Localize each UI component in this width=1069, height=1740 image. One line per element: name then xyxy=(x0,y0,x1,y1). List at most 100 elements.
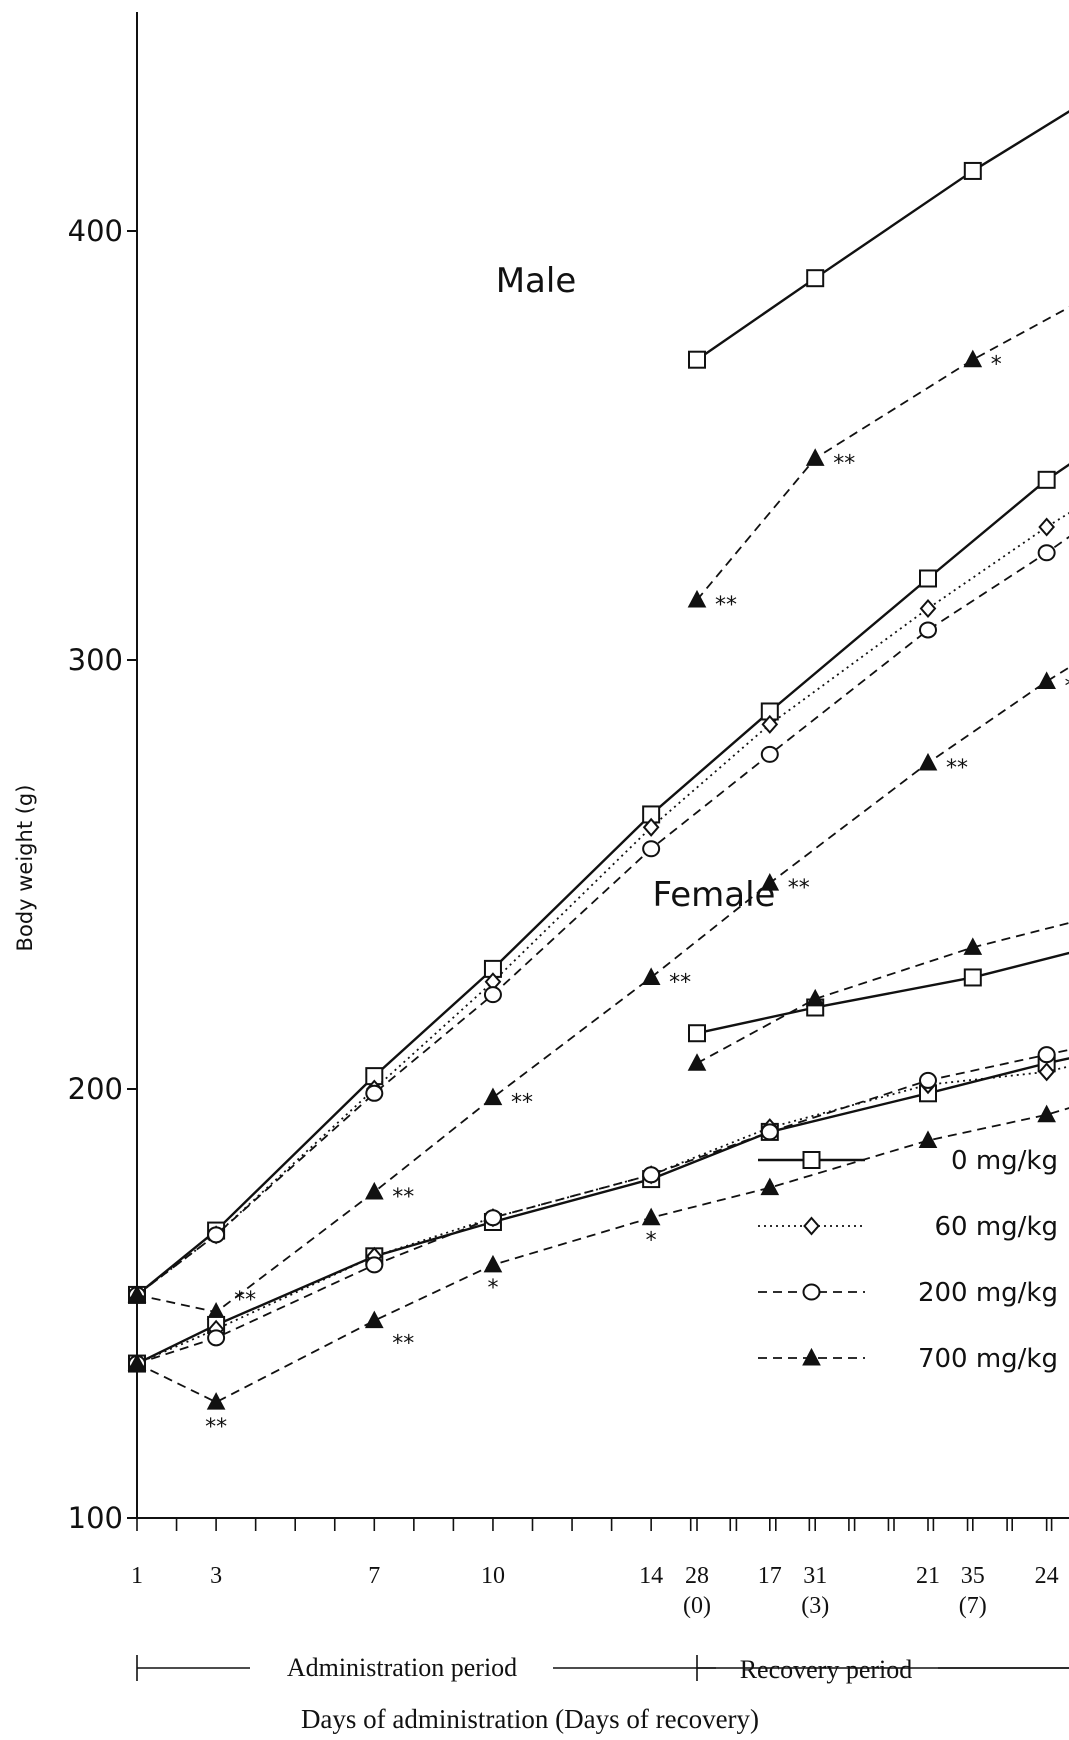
x-tick-sublabel: (3) xyxy=(801,1593,829,1619)
significance-mark: ** xyxy=(392,1185,414,1210)
point-male-700-mg-kg xyxy=(483,1087,503,1106)
significance-mark: ** xyxy=(205,1415,227,1440)
point-male-200-mg-kg xyxy=(760,745,779,763)
point-male-60-mg-kg xyxy=(642,817,660,837)
point-male-0-mg-kg xyxy=(919,569,937,588)
point-female-0-mg-kg xyxy=(688,1024,706,1043)
point-male-700-mg-kg xyxy=(127,1284,147,1303)
x-tick-label: 10 xyxy=(481,1563,505,1589)
point-female-700-mg-kg xyxy=(1037,1104,1056,1123)
x-tick-label: 1 xyxy=(131,1563,143,1589)
point-female-200-mg-kg xyxy=(919,1071,937,1089)
point-female-700-mg-kg xyxy=(641,1207,661,1226)
point-male-200-mg-kg xyxy=(919,621,937,639)
legend-marker xyxy=(803,1216,820,1236)
point-female-200-mg-kg xyxy=(642,1166,661,1184)
y-tick-label: 400 xyxy=(68,214,123,248)
point-female-200-mg-kg xyxy=(483,1209,502,1227)
legend: 0 mg/kg 60 mg/kg 200 mg/kg 700 mg/kg xyxy=(758,1146,1058,1374)
point-female-700-mg-kg xyxy=(127,1353,147,1372)
series-female-200-mg-kg xyxy=(128,1046,1069,1373)
point-male-200-mg-kg xyxy=(365,1084,384,1102)
legend-marker xyxy=(802,1151,821,1169)
legend-item-60-mg-kg: 60 mg/kg xyxy=(758,1212,1058,1242)
series-male-200-mg-kg xyxy=(128,535,1069,1304)
point-female-200-mg-kg xyxy=(365,1256,384,1274)
point-male-200-mg-kg xyxy=(642,840,661,858)
point-female-200-mg-kg xyxy=(207,1329,226,1347)
significance-mark: ** xyxy=(946,756,968,781)
point-male-0-mg-kg xyxy=(688,350,706,369)
x-tick-label: 17 xyxy=(758,1563,782,1589)
point-male-700-mg-kg xyxy=(641,967,661,985)
annotation-layer: **************************** xyxy=(205,353,1069,1440)
significance-mark: * xyxy=(487,1276,498,1301)
series-layer xyxy=(127,110,1069,1410)
male-group-label: Male xyxy=(496,261,577,301)
significance-mark: ** xyxy=(715,593,737,618)
point-male-200-mg-kg xyxy=(483,986,502,1004)
significance-mark: ** xyxy=(511,1091,533,1116)
point-male-0-mg-kg xyxy=(1037,470,1056,489)
significance-mark: ** xyxy=(669,970,691,995)
point-male-200-mg-kg xyxy=(207,1226,226,1244)
axes: 10020030040013710141721242828(0)31(3)35(… xyxy=(68,12,1069,1681)
legend-item-700-mg-kg: 700 mg/kg xyxy=(758,1344,1058,1374)
point-male-700-mg-kg xyxy=(963,349,983,368)
point-male-60-mg-kg xyxy=(761,714,779,734)
point-male-700-mg-kg xyxy=(687,589,707,608)
point-female-700-mg-kg xyxy=(918,1130,938,1148)
significance-mark: ** xyxy=(234,1288,256,1313)
point-female-700-mg-kg xyxy=(805,988,825,1007)
legend-label: 0 mg/kg xyxy=(951,1146,1058,1176)
line-male-700-mg-kg-admin xyxy=(136,666,1069,1313)
x-tick-label: 31 xyxy=(803,1563,827,1589)
line-female-700-mg-kg-recovery xyxy=(696,922,1069,1065)
line-male-0-mg-kg-recovery xyxy=(696,110,1069,361)
line-male-700-mg-kg-recovery xyxy=(696,306,1069,601)
line-female-60-mg-kg-admin xyxy=(136,1065,1069,1365)
y-tick-label: 100 xyxy=(68,1501,123,1535)
point-male-700-mg-kg xyxy=(1037,671,1056,689)
y-tick-label: 200 xyxy=(68,1072,123,1106)
legend-label: 200 mg/kg xyxy=(918,1278,1058,1308)
line-male-0-mg-kg-admin xyxy=(136,463,1069,1296)
x-tick-label: 24 xyxy=(1035,1563,1059,1589)
legend-label: 60 mg/kg xyxy=(935,1212,1059,1242)
legend-marker xyxy=(802,1283,821,1301)
point-female-200-mg-kg xyxy=(760,1123,779,1141)
point-male-60-mg-kg xyxy=(919,599,937,619)
y-axis-label: Body weight (g) xyxy=(13,785,37,952)
significance-mark: ** xyxy=(788,876,810,901)
recovery-period-label: Recovery period xyxy=(740,1655,913,1684)
legend-marker xyxy=(802,1347,821,1366)
legend-label: 700 mg/kg xyxy=(918,1344,1058,1374)
x-tick-sublabel: (7) xyxy=(959,1593,987,1619)
significance-mark: ** xyxy=(833,451,855,476)
point-male-0-mg-kg xyxy=(806,269,825,288)
administration-period-label: Administration period xyxy=(287,1653,517,1682)
point-female-700-mg-kg xyxy=(760,1177,780,1196)
legend-item-200-mg-kg: 200 mg/kg xyxy=(758,1278,1058,1308)
point-female-0-mg-kg xyxy=(963,968,982,987)
point-female-700-mg-kg xyxy=(483,1254,503,1273)
line-female-0-mg-kg-recovery xyxy=(696,951,1069,1035)
point-female-700-mg-kg xyxy=(364,1310,384,1329)
significance-mark: * xyxy=(646,1229,657,1254)
female-group-label: Female xyxy=(653,875,776,915)
point-male-200-mg-kg xyxy=(1037,544,1056,562)
series-male-60-mg-kg xyxy=(128,512,1069,1305)
point-female-60-mg-kg xyxy=(1038,1062,1055,1082)
point-male-700-mg-kg xyxy=(805,448,825,466)
y-tick-label: 300 xyxy=(68,643,123,677)
x-tick-label: 3 xyxy=(210,1563,222,1589)
significance-mark: ** xyxy=(1065,674,1069,699)
point-male-0-mg-kg xyxy=(963,161,982,180)
x-tick-sublabel: (0) xyxy=(683,1593,711,1619)
legend-item-0-mg-kg: 0 mg/kg xyxy=(758,1146,1058,1176)
point-male-60-mg-kg xyxy=(1038,517,1055,537)
point-male-700-mg-kg xyxy=(760,873,780,891)
x-tick-label: 7 xyxy=(368,1563,380,1589)
series-male-700-mg-kg xyxy=(127,306,1069,1320)
